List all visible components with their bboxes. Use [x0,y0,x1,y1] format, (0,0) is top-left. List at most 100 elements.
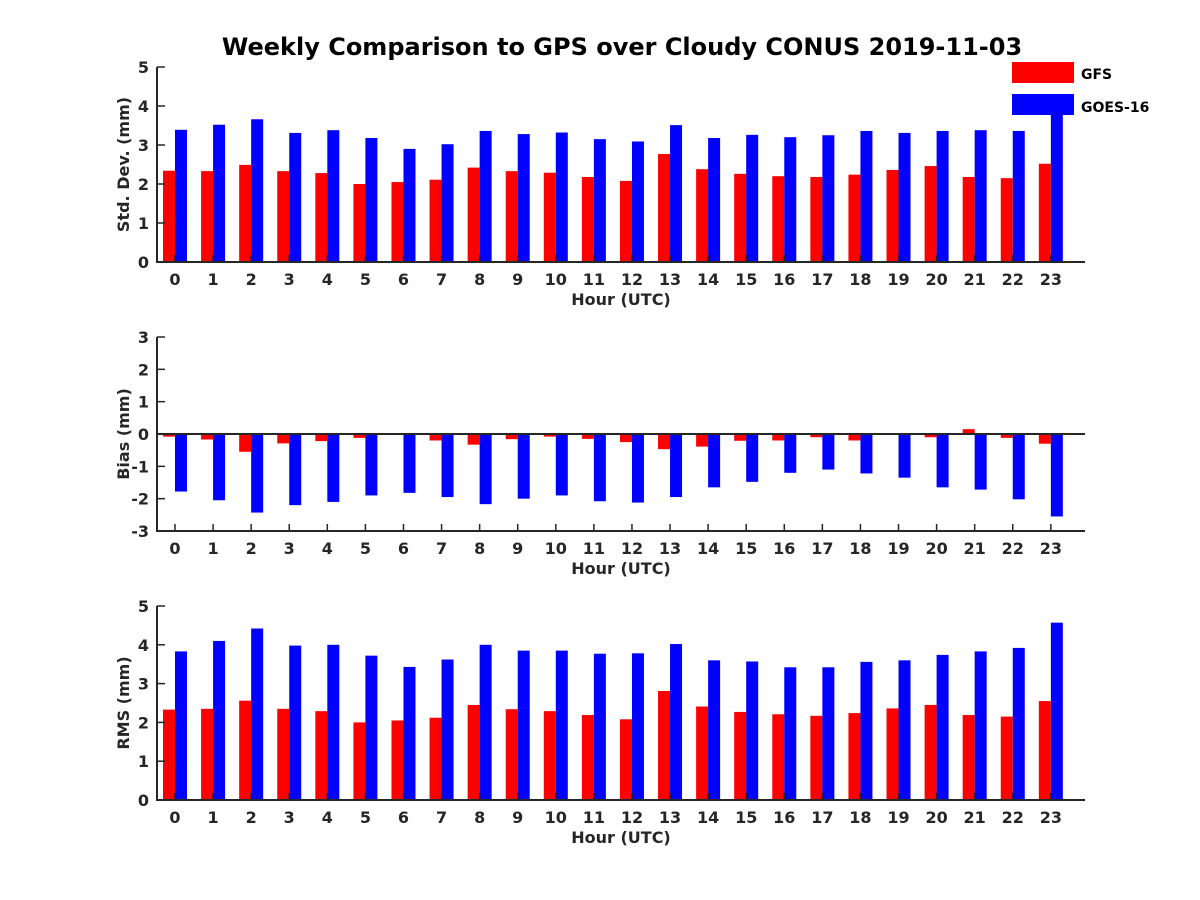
y-tick-label: 1 [138,393,149,412]
bar-goes16-hour-8 [479,434,492,505]
bar-gfs-hour-23 [1038,163,1051,262]
y-tick-label: 3 [138,328,149,347]
bar-gfs-hour-7 [429,434,442,441]
bar-gfs-hour-22 [1000,178,1013,262]
bar-goes16-hour-17 [822,434,835,470]
y-axis-label: Bias (mm) [114,388,133,480]
bar-goes16-hour-15 [746,134,759,262]
x-tick-label: 4 [322,270,333,289]
bar-gfs-hour-12 [619,719,632,800]
y-tick-label: 2 [138,360,149,379]
bar-goes16-hour-2 [251,628,264,800]
bar-gfs-hour-7 [429,179,442,262]
bar-goes16-hour-0 [175,651,187,800]
x-tick-label: 9 [512,808,523,827]
bar-gfs-hour-21 [962,176,975,262]
bar-goes16-hour-16 [784,137,797,262]
x-tick-label: 18 [849,270,871,289]
bar-gfs-hour-20 [924,704,937,800]
y-tick-label: 2 [138,175,149,194]
bar-goes16-hour-20 [936,434,949,488]
bar-gfs-hour-4 [315,434,328,442]
bar-goes16-hour-17 [822,667,835,800]
x-tick-label: 8 [474,808,485,827]
bar-gfs-hour-15 [734,434,747,441]
y-axis-label: RMS (mm) [114,656,133,749]
bar-gfs-hour-1 [201,171,214,262]
x-tick-label: 22 [1002,808,1024,827]
bar-gfs-hour-20 [924,434,937,438]
x-tick-label: 1 [208,539,219,558]
x-axis-label: Hour (UTC) [571,559,671,578]
bar-gfs-hour-17 [810,176,823,262]
legend-swatch-gfs [1012,62,1074,83]
bar-gfs-hour-1 [201,434,214,440]
bar-goes16-hour-14 [708,660,721,800]
x-tick-label: 13 [659,808,681,827]
bar-gfs-hour-23 [1038,701,1051,800]
bar-goes16-hour-16 [784,434,797,473]
y-tick-label: 0 [138,791,149,810]
bar-gfs-hour-9 [505,434,518,440]
bar-goes16-hour-12 [631,653,644,800]
bar-goes16-hour-22 [1012,130,1025,262]
x-tick-label: 15 [735,808,757,827]
y-tick-label: 4 [138,636,149,655]
x-tick-label: 0 [169,808,180,827]
bar-goes16-hour-13 [670,125,683,262]
x-tick-label: 16 [773,808,795,827]
x-tick-label: 19 [887,270,909,289]
x-tick-label: 4 [322,539,333,558]
bar-gfs-hour-18 [848,174,861,262]
x-tick-label: 12 [621,270,643,289]
bar-gfs-hour-19 [886,169,899,262]
x-tick-label: 11 [583,270,605,289]
bar-gfs-hour-5 [353,722,366,800]
bar-gfs-hour-17 [810,434,823,438]
bar-gfs-hour-6 [391,720,404,800]
bar-gfs-hour-20 [924,166,937,262]
legend-label-goes16: GOES-16 [1081,100,1149,116]
bar-goes16-hour-10 [555,132,568,262]
x-tick-label: 5 [360,270,371,289]
x-tick-label: 12 [621,808,643,827]
bar-gfs-hour-18 [848,434,861,441]
bar-gfs-hour-10 [543,711,556,800]
bar-gfs-hour-19 [886,708,899,800]
bar-goes16-hour-9 [517,134,530,262]
bar-goes16-hour-7 [441,659,454,800]
bar-gfs-hour-16 [772,176,785,262]
x-tick-label: 13 [659,539,681,558]
bar-goes16-hour-13 [670,434,683,498]
bar-gfs-hour-21 [962,429,975,434]
x-tick-label: 1 [208,808,219,827]
x-tick-label: 21 [964,808,986,827]
x-tick-label: 6 [398,270,409,289]
x-tick-label: 1 [208,270,219,289]
bar-goes16-hour-23 [1050,109,1063,263]
bar-gfs-hour-8 [467,167,480,262]
bar-goes16-hour-6 [403,148,416,262]
x-tick-label: 11 [583,808,605,827]
x-tick-label: 3 [284,539,295,558]
bar-gfs-hour-7 [429,717,442,800]
bar-goes16-hour-1 [213,434,226,501]
bar-goes16-hour-18 [860,434,873,474]
bar-goes16-hour-2 [251,434,264,513]
x-tick-label: 15 [735,539,757,558]
x-tick-label: 7 [436,539,447,558]
x-tick-label: 2 [246,808,257,827]
bar-goes16-hour-6 [403,434,416,493]
bar-goes16-hour-12 [631,141,644,262]
bar-gfs-hour-22 [1000,434,1013,438]
x-tick-label: 21 [964,539,986,558]
bar-goes16-hour-5 [365,655,378,800]
x-tick-label: 22 [1002,270,1024,289]
bar-gfs-hour-0 [163,709,175,800]
bar-gfs-hour-2 [239,164,252,262]
bar-gfs-hour-10 [543,434,556,437]
x-tick-label: 23 [1040,539,1062,558]
bar-goes16-hour-11 [593,434,606,502]
